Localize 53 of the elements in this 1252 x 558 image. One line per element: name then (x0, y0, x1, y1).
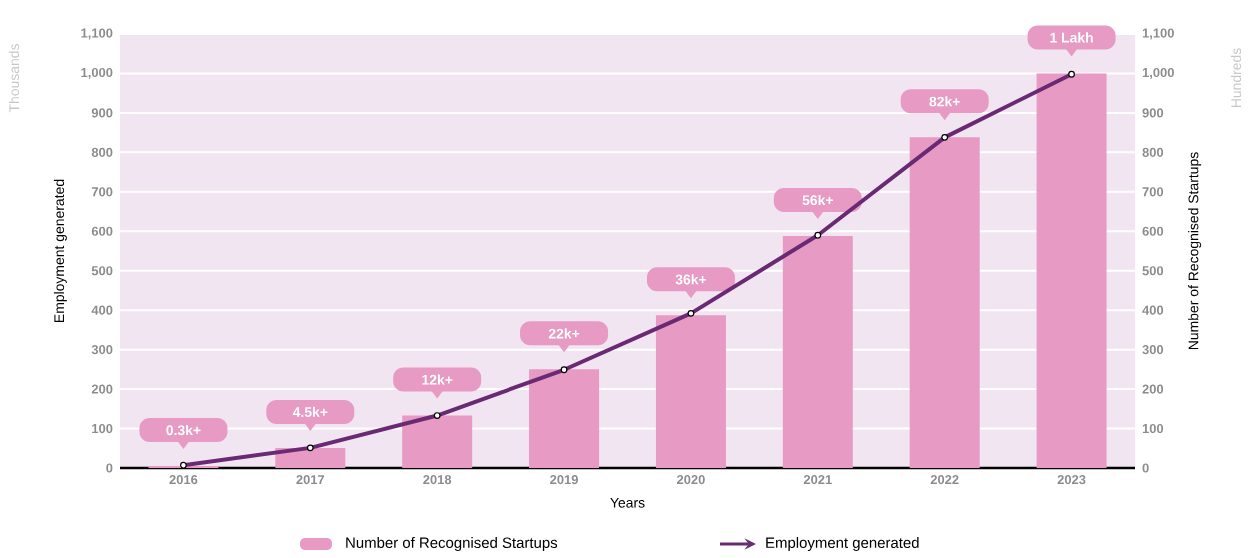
y2-tick-label: 1,000 (1142, 67, 1174, 79)
y-tick-label: 200 (91, 384, 113, 394)
legend-label: Employment generated (766, 537, 919, 551)
y2-tick-label: 700 (1142, 187, 1164, 197)
y2-tick-label: 1,100 (1142, 28, 1174, 40)
annotation: 56k+ (802, 194, 833, 206)
x-tick-label: 2017 (296, 475, 325, 485)
y2-tick-label: 900 (1142, 108, 1164, 118)
bar (529, 369, 600, 468)
text: Thousands (8, 44, 20, 113)
y2-tick-label: 600 (1142, 226, 1164, 236)
y-tick-label: 900 (91, 108, 113, 118)
y-axis-title: Employment generated (53, 179, 67, 322)
y-tick-label: 1,100 (81, 28, 113, 40)
bar (1036, 73, 1107, 468)
y2-tick-label: 200 (1142, 384, 1164, 394)
y-tick-label: 0 (106, 463, 113, 473)
y-tick-label: 800 (91, 147, 113, 157)
y-tick-label: 1,000 (81, 67, 113, 79)
y2-tick-label: 800 (1142, 147, 1164, 157)
x-tick-label: 2022 (930, 475, 959, 485)
y2-tick-label: 500 (1142, 266, 1164, 276)
text: Hundreds (1230, 48, 1242, 108)
x-tick-label: 2021 (803, 475, 832, 485)
y-tick-label: 400 (91, 305, 113, 315)
annotation: 22k+ (548, 328, 580, 339)
y-tick-label: 700 (91, 187, 113, 197)
y-tick-label: 600 (91, 226, 113, 236)
y-tick-label: 500 (91, 266, 113, 276)
legend-label: Number of Recognised Startups (346, 537, 558, 551)
x-axis-title: Years (610, 497, 645, 508)
bar (909, 137, 980, 468)
y2-tick-label: 300 (1142, 345, 1164, 355)
y2-tick-label: 0 (1142, 463, 1149, 473)
x-tick-label: 2019 (550, 475, 578, 485)
y2-tick-label: 100 (1142, 423, 1164, 434)
annotation: 82k+ (929, 96, 960, 107)
bar (782, 236, 853, 468)
annotation: 0.3k+ (166, 424, 201, 436)
bar (402, 415, 473, 468)
y-tick-label: 100 (92, 423, 113, 434)
annotation: 4.5k+ (292, 406, 328, 417)
y2-axis-title: Number of Recognised Startups (1188, 152, 1202, 350)
x-tick-label: 2016 (169, 475, 198, 485)
x-tick-label: 2023 (1057, 475, 1086, 485)
x-tick-label: 2020 (676, 475, 705, 485)
annotation: 1 Lakh (1050, 32, 1093, 43)
bar (655, 315, 726, 468)
y2-tick-label: 400 (1142, 305, 1164, 315)
annotation: 12k+ (422, 374, 453, 385)
y-tick-label: 300 (91, 345, 113, 355)
x-tick-label: 2018 (423, 475, 452, 485)
annotation: 36k+ (675, 274, 707, 285)
